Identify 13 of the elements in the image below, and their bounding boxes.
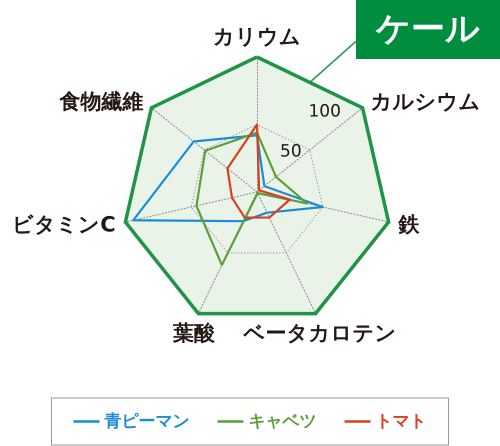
spoke-label: カリウム: [213, 24, 301, 48]
spoke-label: 鉄: [397, 212, 420, 236]
spoke-label: ベータカロテン: [242, 321, 396, 346]
legend-label: キャベツ: [248, 412, 316, 432]
legend-label: 青ピーマン: [104, 412, 190, 432]
spoke-label: カルシウム: [370, 90, 480, 114]
legend-label: トマト: [376, 412, 426, 432]
y-tick-label: 50: [280, 142, 302, 162]
spoke-label: 葉酸: [172, 321, 216, 346]
chart-title: ケール: [356, 0, 500, 59]
y-tick-label: 100: [308, 101, 341, 122]
spoke-label: 食物繊維: [58, 90, 144, 114]
spoke-label: ビタミンC: [12, 212, 116, 236]
